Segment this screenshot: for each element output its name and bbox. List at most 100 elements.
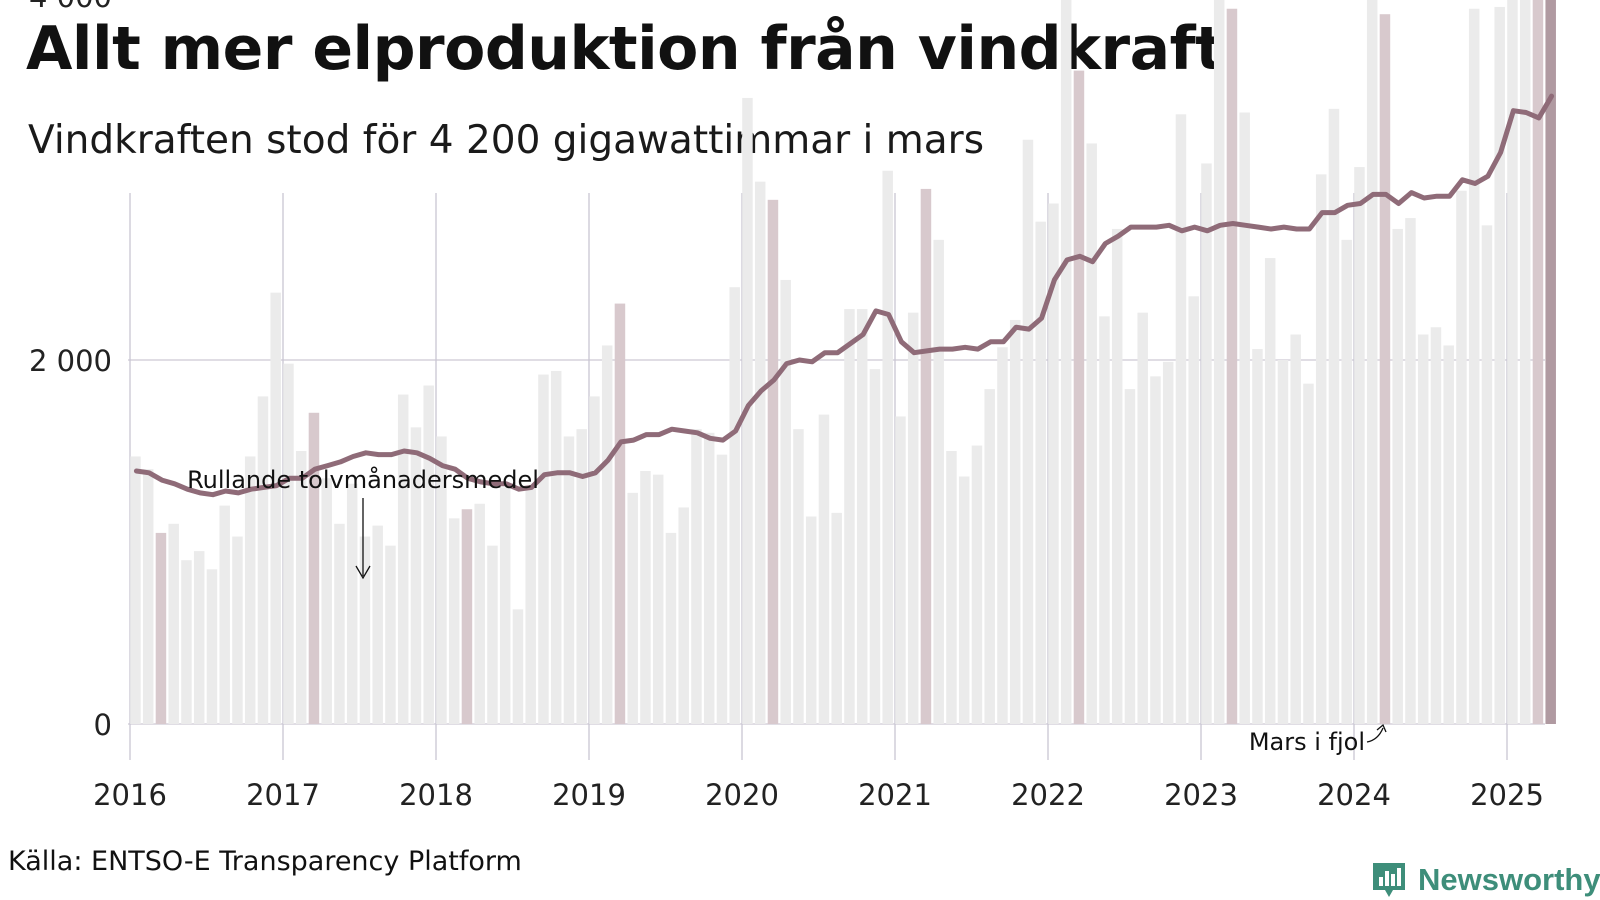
bar xyxy=(1341,239,1352,724)
bar xyxy=(831,512,842,724)
bar xyxy=(691,429,702,724)
bar xyxy=(946,451,957,724)
y-tick-label: 4 000 xyxy=(29,0,112,14)
bar xyxy=(1060,0,1072,725)
bar xyxy=(793,429,804,724)
bar xyxy=(512,609,524,724)
rolling-average-line xyxy=(133,93,1555,498)
bar xyxy=(1137,312,1148,724)
bar xyxy=(907,312,919,724)
bar xyxy=(1494,6,1505,725)
x-tick-label: 2025 xyxy=(1470,778,1544,812)
bar xyxy=(1519,0,1531,725)
chart-subtitle: Vindkraften stod för 4 200 gigawattimmar… xyxy=(28,118,985,163)
bar xyxy=(997,347,1008,724)
bar xyxy=(346,483,358,724)
bar xyxy=(1354,167,1365,724)
bar xyxy=(295,451,307,724)
bar xyxy=(920,188,932,725)
bar xyxy=(1507,0,1518,725)
x-tick-label: 2018 xyxy=(399,778,473,812)
bar xyxy=(895,416,906,724)
bar xyxy=(257,396,269,724)
bar xyxy=(1099,316,1110,724)
annotation-arrowhead xyxy=(1376,723,1387,733)
bar xyxy=(601,345,613,724)
x-tick-label: 2021 xyxy=(858,778,932,812)
bar xyxy=(219,505,230,724)
bar xyxy=(1188,296,1199,724)
bar xyxy=(410,427,422,724)
bar xyxy=(1366,0,1378,724)
bar xyxy=(270,292,281,724)
y-tick-label: 2 000 xyxy=(29,344,112,378)
bar xyxy=(1022,139,1034,724)
bar xyxy=(385,545,396,724)
bar xyxy=(1201,163,1212,724)
bar xyxy=(614,303,626,724)
bar xyxy=(869,369,881,724)
bar xyxy=(729,287,740,724)
bar xyxy=(1264,258,1276,724)
bar xyxy=(1277,360,1289,724)
bar xyxy=(142,469,154,724)
bar xyxy=(1162,361,1174,724)
bar xyxy=(882,170,893,725)
bar xyxy=(1303,383,1314,724)
bar xyxy=(1252,349,1263,724)
bar xyxy=(844,309,855,724)
bar xyxy=(423,385,434,724)
bar xyxy=(232,536,243,724)
bar xyxy=(193,551,205,724)
bar xyxy=(1430,327,1442,724)
annotation-arrowhead xyxy=(355,565,371,580)
bar xyxy=(1086,143,1097,725)
bar xyxy=(1532,0,1544,724)
bar xyxy=(1175,114,1187,725)
bar xyxy=(754,181,766,724)
bar xyxy=(525,487,536,724)
bar xyxy=(1392,228,1403,724)
bar xyxy=(1405,218,1416,725)
bar xyxy=(1111,228,1123,724)
bar xyxy=(308,412,320,724)
bar xyxy=(1328,108,1340,725)
bar xyxy=(665,532,677,724)
bar xyxy=(1035,221,1046,724)
bar xyxy=(563,436,575,724)
bar xyxy=(589,396,600,724)
annotation-arrow xyxy=(1366,727,1384,743)
bar xyxy=(1213,0,1225,725)
bar xyxy=(1443,345,1454,724)
bar xyxy=(576,429,587,724)
bar xyxy=(155,532,167,724)
bar xyxy=(244,456,256,724)
bar xyxy=(321,478,332,724)
bar xyxy=(678,507,689,724)
newsworthy-logo: Newsworthy xyxy=(1370,860,1600,900)
bar xyxy=(1226,8,1238,725)
bar xyxy=(372,525,383,724)
bar xyxy=(181,560,192,724)
bar xyxy=(958,476,970,724)
bar xyxy=(206,569,218,724)
annotation-label: Mars i fjol xyxy=(1249,728,1365,756)
bar xyxy=(487,545,498,724)
bar xyxy=(1290,334,1301,724)
y-tick-label: 0 xyxy=(94,708,112,742)
bar xyxy=(1073,70,1085,725)
x-tick-label: 2017 xyxy=(246,778,320,812)
bar xyxy=(767,199,779,725)
bar xyxy=(984,389,995,724)
x-tick-label: 2024 xyxy=(1317,778,1391,812)
bar xyxy=(448,518,460,724)
bar-chart-badge-icon xyxy=(1373,863,1405,897)
logo-text: Newsworthy xyxy=(1418,862,1600,897)
bar xyxy=(130,456,141,724)
bar xyxy=(1239,112,1250,725)
bar xyxy=(1545,0,1556,724)
bar xyxy=(538,374,549,724)
bar xyxy=(933,239,944,724)
bar xyxy=(168,523,179,724)
bar xyxy=(1009,319,1021,724)
